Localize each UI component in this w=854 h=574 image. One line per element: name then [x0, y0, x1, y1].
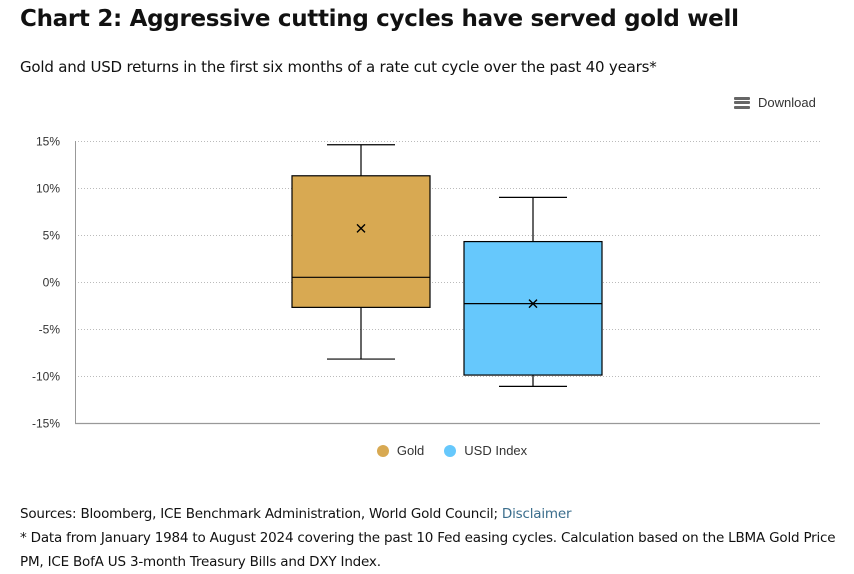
legend-item-gold[interactable]: Gold	[376, 443, 425, 458]
y-tick-label: 0%	[43, 276, 61, 290]
legend-label-gold: Gold	[396, 443, 425, 458]
legend: Gold USD Index	[0, 443, 854, 458]
y-axis-ticks: 15% 10% 5% 0% -5% -10% -15%	[32, 135, 60, 431]
sources-text: Sources: Bloomberg, ICE Benchmark Admini…	[20, 506, 502, 522]
sources-line: Sources: Bloomberg, ICE Benchmark Admini…	[20, 502, 840, 526]
footnote: * Data from January 1984 to August 2024 …	[20, 530, 836, 570]
mean-marker	[528, 299, 538, 309]
legend-label-usd-index: USD Index	[464, 443, 528, 458]
box-gold[interactable]	[291, 144, 431, 360]
chart-title: Chart 2: Aggressive cutting cycles have …	[20, 6, 739, 32]
download-button[interactable]: Download	[734, 95, 816, 110]
y-tick-label: 10%	[36, 182, 60, 196]
legend-marker-gold	[376, 444, 389, 457]
y-tick-label: -10%	[32, 370, 60, 384]
y-tick-label: 5%	[43, 229, 61, 243]
chart-subtitle: Gold and USD returns in the first six mo…	[20, 58, 657, 76]
disclaimer-link[interactable]: Disclaimer	[501, 506, 572, 522]
iqr-box	[291, 175, 431, 308]
y-tick-label: 15%	[36, 135, 60, 149]
gridlines	[75, 141, 820, 377]
download-label: Download	[758, 95, 816, 110]
footer: Sources: Bloomberg, ICE Benchmark Admini…	[20, 502, 840, 574]
box-plot-chart: 15% 10% 5% 0% -5% -10% -15%	[32, 135, 820, 431]
menu-icon	[734, 96, 750, 109]
legend-item-usd-index[interactable]: USD Index	[444, 443, 527, 458]
box-usd-index[interactable]	[463, 196, 603, 387]
mean-marker	[356, 223, 366, 233]
y-tick-label: -15%	[32, 417, 60, 431]
legend-marker-usd-index	[444, 444, 457, 457]
y-tick-label: -5%	[39, 323, 61, 337]
iqr-box	[463, 240, 603, 376]
boxes	[291, 144, 603, 387]
